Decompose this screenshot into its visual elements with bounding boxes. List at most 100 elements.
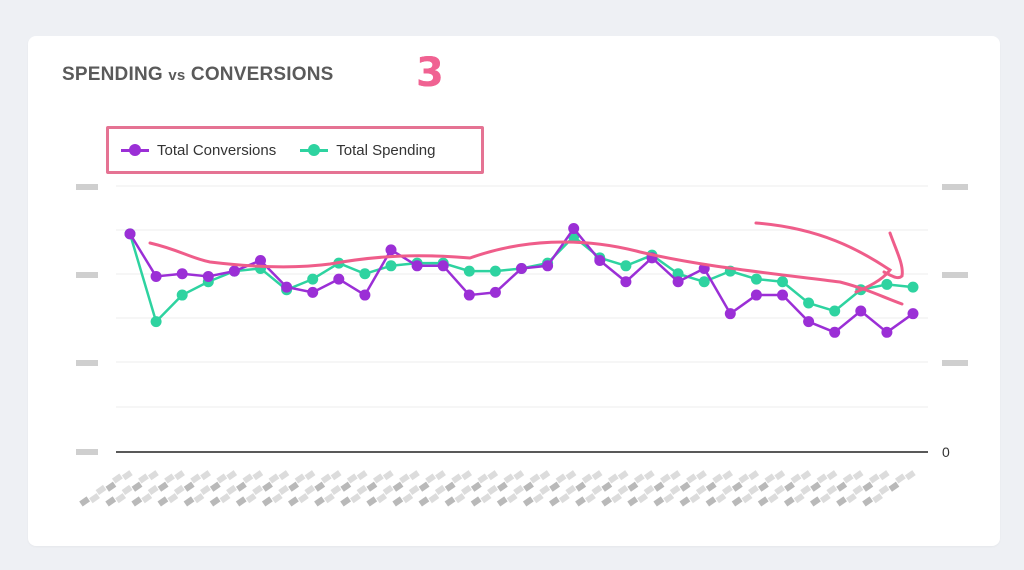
conversions-point[interactable]: [829, 326, 841, 338]
spending-point[interactable]: [150, 316, 162, 328]
conversions-point[interactable]: [150, 270, 162, 282]
conversions-point[interactable]: [411, 260, 423, 272]
x-tick-pixel: [111, 473, 123, 484]
annotation-arrow-stroke: [754, 221, 893, 294]
x-tick-pixel: [95, 484, 107, 496]
x-tick-pixel: [532, 493, 544, 504]
x-tick-pixel: [454, 493, 466, 504]
x-tick-pixel: [304, 470, 316, 481]
conversions-point[interactable]: [542, 260, 554, 272]
x-tick-pixel: [200, 470, 212, 481]
spending-point[interactable]: [176, 289, 188, 301]
x-tick-pixel: [418, 481, 430, 492]
spending-point[interactable]: [881, 278, 893, 290]
spending-point[interactable]: [463, 265, 475, 277]
spending-point[interactable]: [750, 273, 762, 285]
spending-point[interactable]: [777, 276, 788, 288]
conversions-point[interactable]: [281, 281, 293, 293]
conversions-point[interactable]: [907, 308, 919, 320]
x-tick-pixel: [529, 473, 541, 484]
x-tick-pixel: [888, 481, 900, 492]
x-tick-pixel: [663, 493, 675, 504]
conversions-point[interactable]: [359, 289, 371, 301]
x-tick-pixel: [497, 481, 508, 492]
conversions-point[interactable]: [855, 305, 867, 317]
conversions-point[interactable]: [489, 286, 501, 298]
x-tick-pixel: [115, 493, 127, 504]
conversions-point[interactable]: [777, 289, 788, 301]
series-layer: [124, 223, 919, 338]
x-tick-pixel: [539, 470, 551, 481]
x-tick-pixel: [366, 496, 378, 507]
conversions-point[interactable]: [594, 254, 606, 266]
x-tick-pixel: [816, 473, 828, 484]
conversions-point[interactable]: [307, 286, 319, 298]
spending-point[interactable]: [385, 260, 397, 272]
x-tick-pixel: [722, 470, 734, 481]
legend-label-spending: Total Spending: [336, 141, 436, 159]
x-tick-pixel: [183, 496, 195, 507]
x-tick-label-blurred: [340, 470, 394, 507]
spending-point[interactable]: [620, 260, 632, 272]
conversions-point[interactable]: [724, 308, 736, 320]
spending-point[interactable]: [803, 297, 815, 309]
x-tick-pixel: [643, 470, 655, 481]
spending-point[interactable]: [672, 268, 684, 280]
x-tick-pixel: [757, 496, 769, 507]
x-tick-pixel: [340, 481, 352, 492]
x-tick-label-blurred: [810, 470, 864, 507]
spending-point[interactable]: [359, 268, 371, 280]
x-tick-label-blurred: [288, 470, 342, 507]
x-tick-pixel: [278, 484, 290, 496]
x-tick-label-blurred: [575, 470, 629, 507]
x-tick-pixel: [408, 470, 420, 481]
x-tick-pixel: [271, 493, 283, 504]
x-tick-pixel: [399, 473, 410, 484]
conversions-point[interactable]: [568, 223, 580, 235]
x-tick-pixel: [669, 470, 681, 481]
spending-point[interactable]: [489, 265, 501, 277]
x-tick-label-blurred: [731, 470, 786, 507]
conversions-point[interactable]: [463, 289, 475, 301]
legend-item-spending[interactable]: Total Spending: [300, 142, 435, 159]
x-tick-pixel: [190, 473, 202, 484]
conversions-point[interactable]: [202, 270, 214, 282]
spending-point[interactable]: [907, 281, 919, 293]
x-tick-pixel: [346, 473, 358, 484]
conversions-point[interactable]: [255, 254, 266, 266]
x-tick-pixel: [585, 493, 596, 504]
x-tick-label-blurred: [235, 470, 290, 507]
step-badge: 3: [416, 50, 444, 96]
x-tick-label-blurred: [131, 470, 185, 507]
conversions-point[interactable]: [750, 289, 762, 301]
conversions-point[interactable]: [803, 316, 815, 328]
x-tick-pixel: [826, 470, 838, 481]
conversions-point[interactable]: [124, 228, 136, 240]
x-tick-pixel: [477, 473, 489, 484]
conversions-point[interactable]: [437, 260, 449, 272]
conversions-point[interactable]: [881, 326, 893, 338]
x-tick-pixel: [611, 493, 622, 504]
x-tick-pixel: [408, 484, 420, 496]
x-tick-pixel: [686, 473, 697, 484]
conversions-point[interactable]: [176, 268, 188, 280]
conversions-point[interactable]: [516, 262, 527, 274]
conversions-point[interactable]: [228, 265, 240, 277]
spending-point[interactable]: [829, 305, 841, 317]
x-tick-pixel: [105, 496, 117, 507]
conversions-point[interactable]: [385, 244, 397, 256]
x-tick-pixel: [878, 470, 890, 481]
spending-point[interactable]: [307, 273, 319, 285]
legend-item-conversions[interactable]: Total Conversions: [121, 142, 276, 159]
x-tick-pixel: [862, 481, 874, 492]
chart-legend: Total Conversions Total Spending: [106, 126, 484, 174]
spending-point[interactable]: [698, 276, 710, 288]
x-tick-pixel: [790, 473, 802, 484]
conversions-point[interactable]: [672, 276, 684, 288]
x-tick-pixel: [147, 484, 159, 496]
x-tick-pixel: [297, 493, 309, 504]
conversions-point[interactable]: [620, 276, 632, 288]
left-axis-ticks-blurred: [76, 184, 98, 455]
x-tick-pixel: [522, 496, 534, 507]
conversions-point[interactable]: [333, 273, 345, 285]
